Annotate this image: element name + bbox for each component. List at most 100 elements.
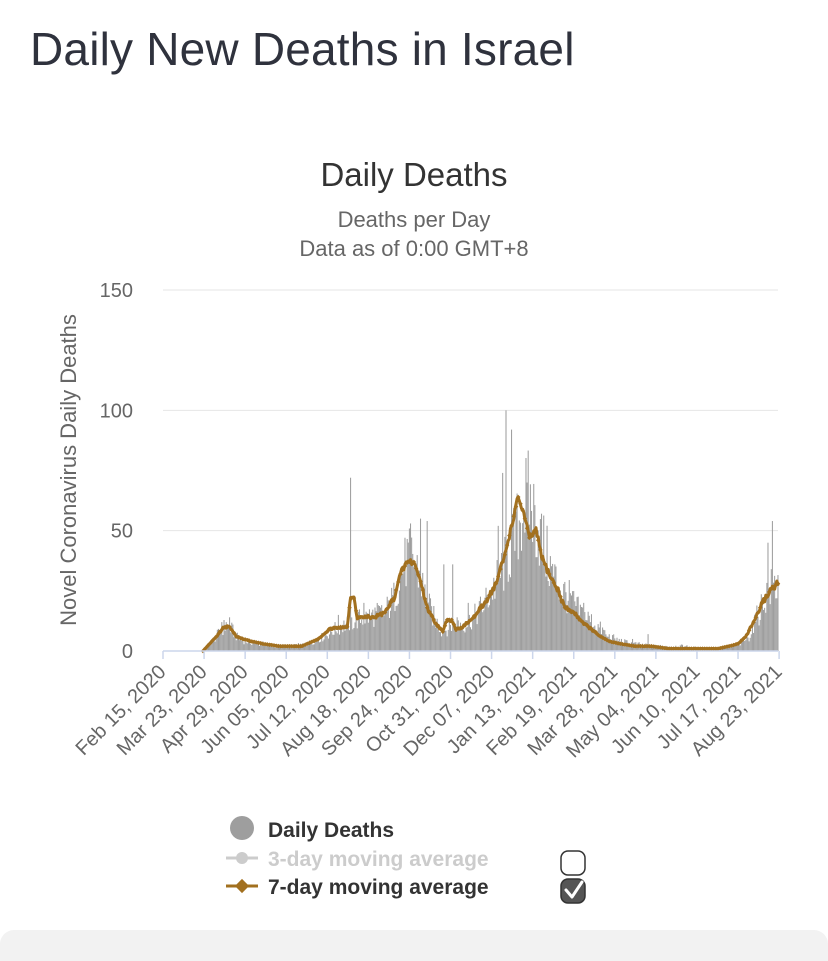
bar [385, 610, 387, 651]
series-point-7-day-average [431, 617, 437, 623]
bar [495, 580, 497, 651]
legend-item-daily-deaths[interactable]: Daily Deaths [230, 816, 394, 842]
bar [539, 519, 541, 651]
bar [503, 590, 505, 651]
bar [231, 622, 233, 651]
bar [597, 624, 599, 651]
bar [232, 624, 234, 651]
bar [478, 601, 480, 651]
series-point-7-day-average [500, 559, 505, 565]
bar [441, 636, 443, 651]
bar [568, 580, 570, 651]
legend-item-7-day-average[interactable]: 7-day moving average [226, 876, 489, 899]
bar [628, 645, 630, 651]
bar [492, 599, 494, 651]
bar [522, 523, 524, 651]
series-point-7-day-average [498, 566, 503, 572]
bar [439, 632, 442, 651]
bar [760, 594, 762, 651]
bar [572, 591, 574, 651]
bar [344, 630, 346, 651]
bar [512, 513, 514, 651]
bar [627, 642, 629, 651]
bar [253, 643, 255, 651]
bar [738, 642, 740, 651]
bar [748, 641, 750, 651]
bar [262, 641, 264, 651]
bar [727, 645, 729, 651]
series-point-7-day-average [416, 572, 421, 578]
bar [296, 646, 298, 651]
bar [374, 607, 376, 651]
series-point-7-day-average [484, 596, 490, 602]
bar [320, 641, 322, 651]
bar [550, 566, 553, 651]
bar [368, 609, 370, 651]
bar [456, 617, 458, 651]
bar [515, 511, 517, 651]
y-tick-label: 150 [100, 280, 133, 302]
bar [274, 647, 276, 651]
bar [334, 622, 336, 651]
bar [538, 565, 540, 651]
bar [323, 639, 325, 651]
bar [533, 483, 535, 651]
bar [382, 611, 384, 651]
bar [217, 628, 219, 651]
bar [303, 643, 305, 651]
series-point-7-day-average [520, 508, 525, 513]
bar [287, 645, 289, 651]
bar [463, 630, 465, 651]
line-layer [200, 494, 781, 654]
bar [442, 631, 444, 651]
bar [342, 632, 344, 651]
bar [577, 596, 579, 651]
bar [405, 586, 407, 651]
series-point-7-day-average [540, 557, 545, 562]
bar [525, 458, 527, 651]
bar [251, 645, 253, 651]
bar [424, 584, 426, 651]
series-point-7-day-average [542, 562, 548, 567]
bar [749, 637, 751, 651]
bar [230, 632, 232, 651]
bar [497, 525, 499, 651]
bar [588, 615, 590, 651]
bar [290, 644, 292, 651]
bar [528, 524, 530, 651]
chart-title: Daily Deaths [320, 156, 507, 193]
series-point-7-day-average [507, 533, 512, 538]
bar [252, 642, 254, 651]
series-point-7-day-average [382, 610, 388, 615]
legend-item-3-day-average[interactable]: 3-day moving average [226, 848, 489, 871]
bar [438, 631, 440, 651]
series-point-7-day-average [347, 605, 352, 610]
bar [475, 615, 477, 651]
checkbox-3-day-average[interactable] [560, 850, 586, 876]
bar [564, 581, 566, 651]
bar [365, 611, 367, 651]
series-point-7-day-average [424, 605, 430, 610]
bar [610, 641, 612, 651]
bar [311, 643, 313, 651]
bar [629, 643, 631, 651]
bar [384, 608, 386, 651]
bar [354, 622, 356, 651]
bar [316, 640, 318, 651]
bar [560, 597, 563, 651]
bar [494, 598, 496, 651]
bar [482, 612, 484, 651]
page-title: Daily New Deaths in Israel [30, 23, 575, 75]
y-tick-label: 0 [122, 641, 133, 663]
bar [594, 625, 596, 651]
series-point-7-day-average [442, 623, 448, 628]
bar [740, 640, 742, 651]
bar [765, 612, 767, 651]
bar [484, 597, 486, 651]
checkbox-7-day-average[interactable] [560, 878, 586, 904]
bar [404, 537, 406, 651]
bar [473, 614, 475, 651]
bar [488, 605, 490, 651]
bar [754, 614, 756, 651]
bar [350, 477, 352, 651]
